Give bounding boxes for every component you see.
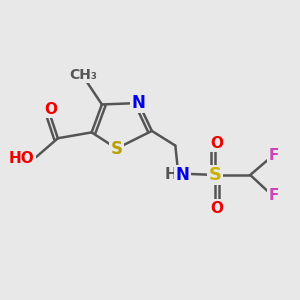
Text: O: O: [210, 201, 223, 216]
Text: S: S: [111, 140, 123, 158]
Text: H: H: [165, 167, 177, 182]
Text: O: O: [44, 102, 57, 117]
Text: S: S: [208, 166, 221, 184]
Text: N: N: [132, 94, 145, 112]
Text: N: N: [176, 166, 190, 184]
Text: CH₃: CH₃: [69, 68, 97, 82]
Text: F: F: [268, 148, 279, 164]
Text: F: F: [268, 188, 279, 203]
Text: O: O: [210, 136, 223, 151]
Text: HO: HO: [9, 151, 34, 166]
